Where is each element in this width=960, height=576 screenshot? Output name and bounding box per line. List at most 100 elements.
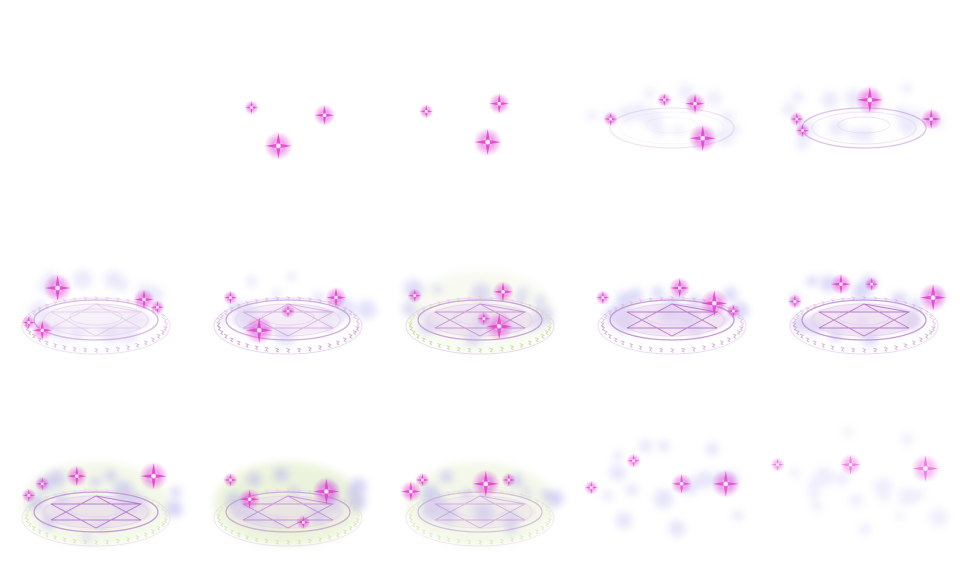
- rune-glyph: [83, 347, 88, 353]
- rune-ring: [405, 296, 555, 355]
- rune-glyph: [799, 310, 804, 316]
- rune-glyph: [540, 333, 545, 339]
- rune-glyph: [31, 525, 36, 531]
- rune-glyph: [932, 322, 937, 327]
- rune-glyph: [862, 348, 867, 353]
- rune-glyph: [62, 537, 67, 543]
- rune-glyph: [105, 539, 110, 545]
- rune-glyph: [352, 314, 357, 319]
- sparkle: [66, 465, 88, 487]
- rune-glyph: [928, 330, 933, 335]
- rune-glyph: [150, 498, 155, 504]
- rune-glyph: [421, 337, 426, 343]
- rune-glyph: [411, 314, 416, 319]
- rune-glyph: [489, 539, 494, 545]
- sparkle: [603, 111, 618, 127]
- rune-glyph: [409, 510, 414, 515]
- sparkle-group: [419, 92, 510, 157]
- rune-glyph: [83, 539, 88, 545]
- rune-glyph: [548, 514, 553, 519]
- rune-ring: [21, 296, 171, 355]
- sparkle-group: [407, 281, 514, 341]
- rune-glyph: [327, 343, 332, 348]
- frame-02: [192, 0, 384, 192]
- rune-glyph: [307, 538, 312, 544]
- sparkle: [133, 288, 155, 311]
- rune-glyph: [31, 310, 36, 316]
- rune-glyph: [342, 498, 347, 504]
- rune-glyph: [544, 314, 549, 319]
- frame-09-graphic: [595, 277, 749, 355]
- rune-glyph: [799, 333, 804, 339]
- rune-glyph: [527, 340, 532, 346]
- rune-glyph: [601, 326, 606, 331]
- sparkle: [21, 488, 36, 503]
- rune-glyph: [489, 347, 494, 353]
- rune-glyph: [409, 318, 414, 323]
- frame-01: [0, 0, 192, 192]
- sparkle: [484, 312, 514, 341]
- rune-glyph: [143, 340, 148, 346]
- sparkle: [670, 473, 693, 495]
- rune-glyph: [352, 506, 357, 511]
- rune-glyph: [160, 506, 165, 511]
- rune-glyph: [318, 537, 323, 543]
- sparkle: [726, 303, 741, 319]
- rune-glyph: [544, 506, 549, 511]
- sparkle: [238, 488, 261, 510]
- rune-glyph: [805, 337, 810, 343]
- sparkle: [787, 294, 803, 309]
- frame-06-graphic: [21, 269, 171, 355]
- rune-glyph: [335, 340, 340, 346]
- sparkle: [296, 515, 311, 530]
- rune-glyph: [544, 330, 549, 335]
- rune-glyph: [348, 310, 353, 316]
- rune-glyph: [415, 310, 420, 316]
- rune-glyph: [94, 348, 99, 353]
- sparkle-group: [400, 469, 516, 503]
- rune-glyph: [793, 326, 798, 331]
- frame-07: [192, 192, 384, 384]
- sparkle: [711, 469, 741, 499]
- rune-glyph: [739, 318, 744, 323]
- rune-glyph: [534, 498, 539, 504]
- rune-glyph: [629, 343, 634, 348]
- rune-glyph: [911, 340, 916, 346]
- rune-glyph: [355, 318, 360, 323]
- sparkle: [699, 288, 729, 318]
- rune-glyph: [547, 510, 552, 515]
- sparkle: [244, 100, 259, 115]
- rune-glyph: [275, 347, 280, 353]
- sparkle: [150, 300, 165, 315]
- sparkle-group: [223, 472, 341, 530]
- rune-glyph: [702, 345, 707, 351]
- rune-glyph: [795, 330, 800, 335]
- rune-glyph: [62, 345, 67, 351]
- sparkle-group: [595, 277, 741, 319]
- rune-glyph: [236, 532, 241, 538]
- frame-12-graphic: [213, 462, 367, 547]
- rune-glyph: [903, 343, 908, 348]
- sparkle: [795, 123, 810, 138]
- sparkle: [415, 472, 430, 488]
- frame-03: [384, 0, 576, 192]
- rune-glyph: [415, 525, 420, 531]
- frame-13-graphic: [400, 462, 564, 547]
- rune-glyph: [411, 506, 416, 511]
- rune-glyph: [719, 340, 724, 346]
- rune-glyph: [254, 345, 259, 351]
- rune-glyph: [540, 525, 545, 531]
- rune-glyph: [264, 346, 269, 352]
- rune-glyph: [286, 348, 291, 353]
- rune-glyph: [150, 337, 155, 343]
- frame-04-graphic: [586, 83, 741, 153]
- rune-glyph: [711, 343, 716, 348]
- sparkle: [43, 273, 72, 303]
- sparkle: [770, 457, 785, 472]
- sparkle: [488, 92, 510, 115]
- rune-glyph: [160, 522, 165, 527]
- rune-glyph: [510, 537, 515, 543]
- rune-glyph: [478, 348, 483, 353]
